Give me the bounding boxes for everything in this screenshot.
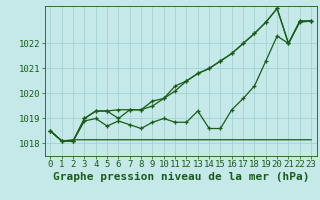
X-axis label: Graphe pression niveau de la mer (hPa): Graphe pression niveau de la mer (hPa) <box>52 172 309 182</box>
